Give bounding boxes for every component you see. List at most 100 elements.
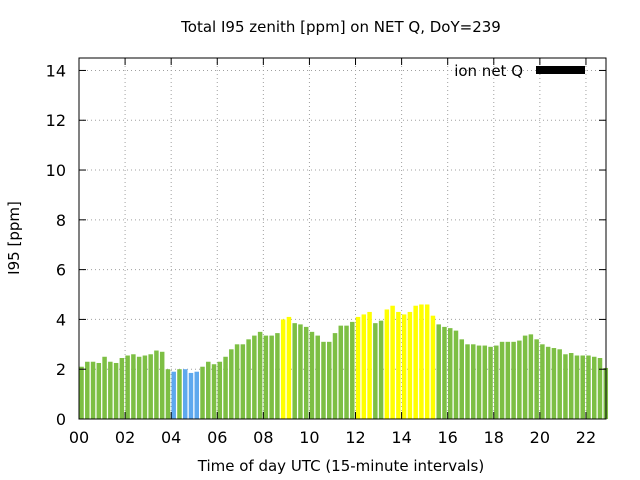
x-tick-label: 10 [299,428,319,447]
bar [96,362,102,419]
y-tick-label: 14 [46,61,66,80]
bar [557,349,562,419]
bar [447,328,453,419]
y-tick-label: 2 [56,360,66,379]
bar [315,335,320,419]
bar [85,361,90,419]
x-tick-labels: 00 02 04 06 08 10 12 14 16 18 20 22 [69,428,596,447]
bar [384,309,390,419]
bar [482,345,488,419]
y-tick-label: 12 [46,111,66,130]
bar [177,369,182,419]
bar [499,341,505,419]
bar [568,353,574,419]
bar [131,354,136,419]
axis-ticks [78,58,606,420]
bar [419,304,424,419]
bar [597,358,603,419]
bar [165,369,171,419]
bar [534,339,539,419]
bar [321,341,326,419]
bar [182,369,188,419]
bar [413,305,418,419]
x-tick-label: 18 [484,428,504,447]
y-axis-title: I95 [ppm] [5,201,23,275]
legend-label: ion net Q [454,62,523,80]
bar [580,355,585,419]
bar [401,314,407,419]
bar [119,358,125,419]
x-tick-label: 12 [345,428,365,447]
bar [234,344,240,419]
bar [108,361,113,419]
bar [252,335,257,419]
bar [136,356,142,419]
bar [592,356,597,419]
bar [522,335,528,419]
y-tick-label: 10 [46,161,66,180]
bar [269,335,274,419]
y-tick-labels: 0 2 4 6 8 10 12 14 [46,61,66,429]
bar [390,305,395,419]
bar [540,344,545,419]
x-tick-label: 02 [115,428,135,447]
grid-lines [79,58,606,419]
bar [200,366,205,419]
bar [298,324,303,419]
bar [263,335,269,419]
bar [275,333,280,419]
bar [309,331,315,419]
bar [396,311,401,419]
bar [436,324,441,419]
y-tick-label: 4 [56,310,66,329]
bar [488,346,493,419]
bar [79,366,84,419]
y-tick-label: 6 [56,261,66,280]
bar [355,316,361,419]
bar [442,326,447,419]
bar [292,323,297,419]
legend: ion net Q [454,62,585,80]
bar-series [79,304,609,419]
bar [188,372,194,419]
chart-title: Total I95 zenith [ppm] on NET Q, DoY=239 [180,18,501,36]
plot-frame [78,57,607,420]
x-tick-label: 06 [207,428,227,447]
bar [229,349,234,419]
legend-swatch [536,66,585,74]
x-tick-label: 22 [576,428,596,447]
bar [338,325,344,419]
x-axis-title: Time of day UTC (15-minute intervals) [197,457,484,475]
bar [125,355,130,419]
bar [113,362,119,419]
bar [148,354,153,419]
bar [327,341,332,419]
bar [142,355,148,419]
bar [171,371,176,419]
bar [240,344,246,419]
bar [494,345,499,419]
bar [344,325,349,419]
bar [476,345,482,419]
bar [303,326,309,419]
bar [373,323,378,419]
bar [154,350,159,419]
bar [430,315,436,419]
bar [528,334,534,419]
x-tick-label: 14 [391,428,411,447]
bar [563,354,568,419]
bar [286,316,292,419]
bar [206,361,211,419]
bar [574,355,580,419]
bar [367,311,372,419]
y-tick-label: 8 [56,211,66,230]
x-tick-label: 08 [253,428,273,447]
bar [586,355,591,419]
bar [407,311,413,419]
bar [471,344,476,419]
x-tick-label: 16 [438,428,458,447]
bar [332,333,338,419]
bar [505,341,511,419]
bar [453,330,459,419]
x-tick-label: 00 [69,428,89,447]
